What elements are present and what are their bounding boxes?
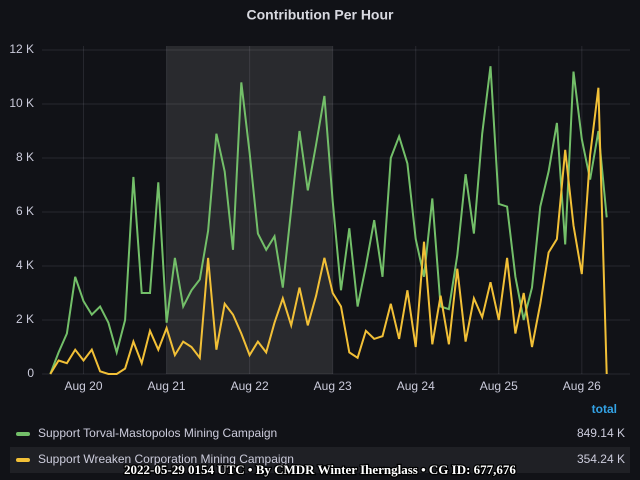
highlight-region [166, 46, 333, 374]
legend-swatch[interactable] [16, 432, 30, 436]
legend-total: 849.14 K [577, 426, 625, 440]
y-tick-label: 2 K [16, 312, 34, 326]
y-tick-label: 10 K [9, 96, 34, 110]
y-tick-label: 6 K [16, 204, 34, 218]
x-tick-label: Aug 21 [148, 379, 186, 393]
x-tick-label: Aug 23 [314, 379, 352, 393]
x-tick-label: Aug 20 [65, 379, 103, 393]
legend-label[interactable]: Support Wreaken Corporation Mining Campa… [38, 452, 294, 466]
x-tick-label: Aug 25 [480, 379, 518, 393]
legend-header[interactable]: total [592, 402, 617, 416]
legend-swatch[interactable] [16, 458, 30, 462]
y-tick-label: 12 K [9, 42, 34, 56]
y-tick-label: 4 K [16, 258, 34, 272]
x-tick-label: Aug 26 [563, 379, 601, 393]
x-tick-label: Aug 22 [231, 379, 269, 393]
legend-total: 354.24 K [577, 452, 625, 466]
legend-label[interactable]: Support Torval-Mastopolos Mining Campaig… [38, 426, 277, 440]
x-tick-label: Aug 24 [397, 379, 435, 393]
y-tick-label: 0 [27, 366, 34, 380]
series-line [49, 66, 608, 375]
legend-row-bg [10, 447, 630, 473]
y-tick-label: 8 K [16, 150, 34, 164]
chart-title: Contribution Per Hour [247, 7, 395, 23]
series-line [49, 87, 608, 375]
footer-caption: 2022-05-29 0154 UTC • By CMDR Winter Ihe… [124, 462, 516, 477]
